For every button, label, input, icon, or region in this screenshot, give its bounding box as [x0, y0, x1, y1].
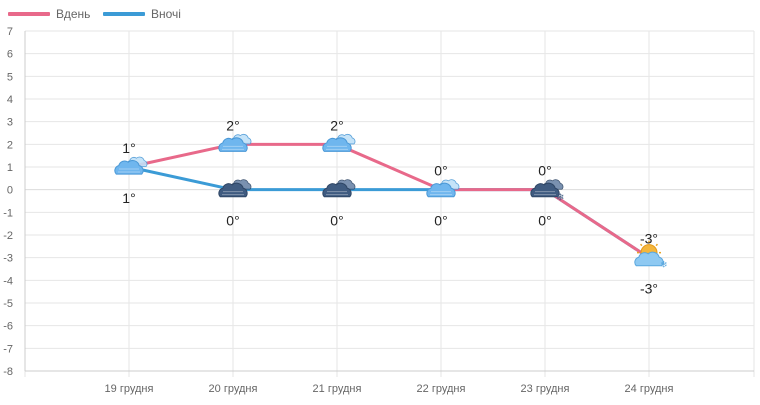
- legend-label-1[interactable]: Вночі: [151, 7, 181, 21]
- svg-text:❄: ❄: [556, 193, 564, 204]
- y-axis-ticks: 7 6 5 4 3 2 1 0 -1 -2 -3 -4 -5 -6 -7 -8: [3, 26, 13, 378]
- x-tick-label: 19 грудня: [105, 383, 154, 395]
- y-tick-label: 4: [7, 94, 13, 106]
- day-temp-label: 2°: [330, 117, 343, 133]
- legend-swatch-1[interactable]: [103, 12, 145, 16]
- y-tick-label: -8: [3, 366, 13, 378]
- legend-swatch-0[interactable]: [8, 12, 50, 16]
- y-tick-label: 6: [7, 49, 13, 61]
- night-temp-label: -3°: [640, 281, 658, 297]
- weather-icon-cloudy-icon: [426, 179, 460, 198]
- y-tick-label: 1: [7, 162, 13, 174]
- day-temp-label: 1°: [122, 140, 135, 156]
- y-tick-label: 5: [7, 71, 13, 83]
- grid: [24, 30, 755, 377]
- x-tick-label: 21 грудня: [313, 383, 362, 395]
- x-tick-label: 20 грудня: [209, 383, 258, 395]
- y-tick-label: -5: [3, 298, 13, 310]
- night-icon-dark-cloud-icon: [218, 179, 252, 198]
- y-tick-label: -2: [3, 230, 13, 242]
- night-temp-label: 1°: [122, 190, 135, 206]
- night-temp-label: 0°: [434, 213, 447, 229]
- temperature-labels: 1° 1° 2° 0° 2° 0° 0° 0° 0° 0° -3° -3°: [122, 117, 658, 296]
- x-tick-label: 22 грудня: [417, 383, 466, 395]
- night-icon-dark-cloud-icon: [322, 179, 356, 198]
- legend: Вдень Вночі: [8, 7, 181, 21]
- weather-icon-sun-cloud-icon: ❄: [634, 240, 668, 270]
- y-tick-label: -3: [3, 253, 13, 265]
- x-tick-label: 23 грудня: [521, 383, 570, 395]
- series-lines: [127, 142, 651, 260]
- y-tick-label: 2: [7, 139, 13, 151]
- y-tick-label: 3: [7, 117, 13, 129]
- y-tick-label: 7: [7, 26, 13, 38]
- series-line-day: [127, 142, 651, 260]
- night-temp-label: 0°: [330, 213, 343, 229]
- night-temp-label: 0°: [226, 213, 239, 229]
- legend-label-0[interactable]: Вдень: [56, 7, 90, 21]
- weather-icon-cloudy-icon: [114, 156, 148, 175]
- x-tick-label: 24 грудня: [625, 383, 674, 395]
- weather-icon-snow-cloud-icon: ❄: [530, 179, 564, 204]
- y-tick-label: 0: [7, 185, 13, 197]
- day-icon-cloudy-icon: [218, 133, 252, 152]
- day-temp-label: -3°: [640, 231, 658, 247]
- y-tick-label: -4: [3, 275, 13, 287]
- day-temp-label: 2°: [226, 117, 239, 133]
- y-tick-label: -1: [3, 207, 13, 219]
- y-tick-label: -6: [3, 321, 13, 333]
- x-axis-ticks: 19 грудня 20 грудня 21 грудня 22 грудня 23 г…: [105, 383, 674, 395]
- day-temp-label: 0°: [538, 163, 551, 179]
- day-temp-label: 0°: [434, 163, 447, 179]
- day-icon-cloudy-icon: [322, 133, 356, 152]
- y-tick-label: -7: [3, 343, 13, 355]
- night-temp-label: 0°: [538, 213, 551, 229]
- svg-text:❄: ❄: [660, 260, 668, 270]
- weather-icons: ❄❄: [114, 133, 668, 270]
